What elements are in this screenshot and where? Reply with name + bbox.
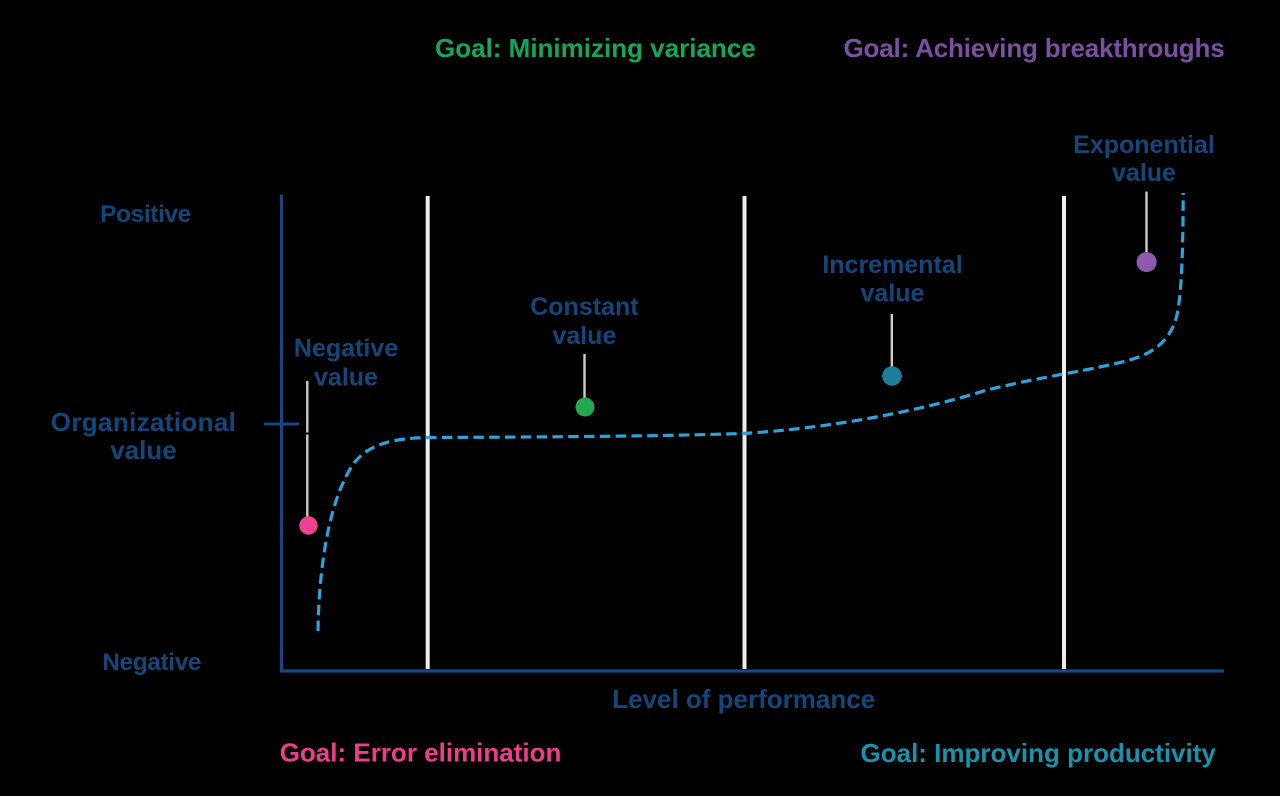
svg-text:Goal: Error elimination: Goal: Error elimination	[280, 738, 562, 768]
svg-text:Negative: Negative	[102, 649, 201, 676]
svg-text:Level of performance: Level of performance	[612, 684, 875, 714]
svg-text:value: value	[314, 363, 378, 391]
svg-text:Constant: Constant	[530, 293, 639, 321]
svg-text:value: value	[552, 322, 616, 350]
svg-text:Goal: Improving productivity: Goal: Improving productivity	[861, 738, 1217, 768]
svg-text:Goal: Minimizing variance: Goal: Minimizing variance	[435, 33, 756, 63]
svg-text:value: value	[110, 435, 177, 465]
svg-text:value: value	[1112, 159, 1176, 187]
svg-text:Organizational: Organizational	[51, 407, 236, 437]
svg-text:Incremental: Incremental	[822, 251, 962, 279]
svg-text:value: value	[861, 280, 925, 308]
svg-text:Positive: Positive	[100, 201, 191, 228]
svg-text:Goal: Achieving breakthroughs: Goal: Achieving breakthroughs	[844, 33, 1225, 63]
svg-text:Exponential: Exponential	[1073, 131, 1215, 159]
svg-text:Negative: Negative	[294, 335, 398, 363]
